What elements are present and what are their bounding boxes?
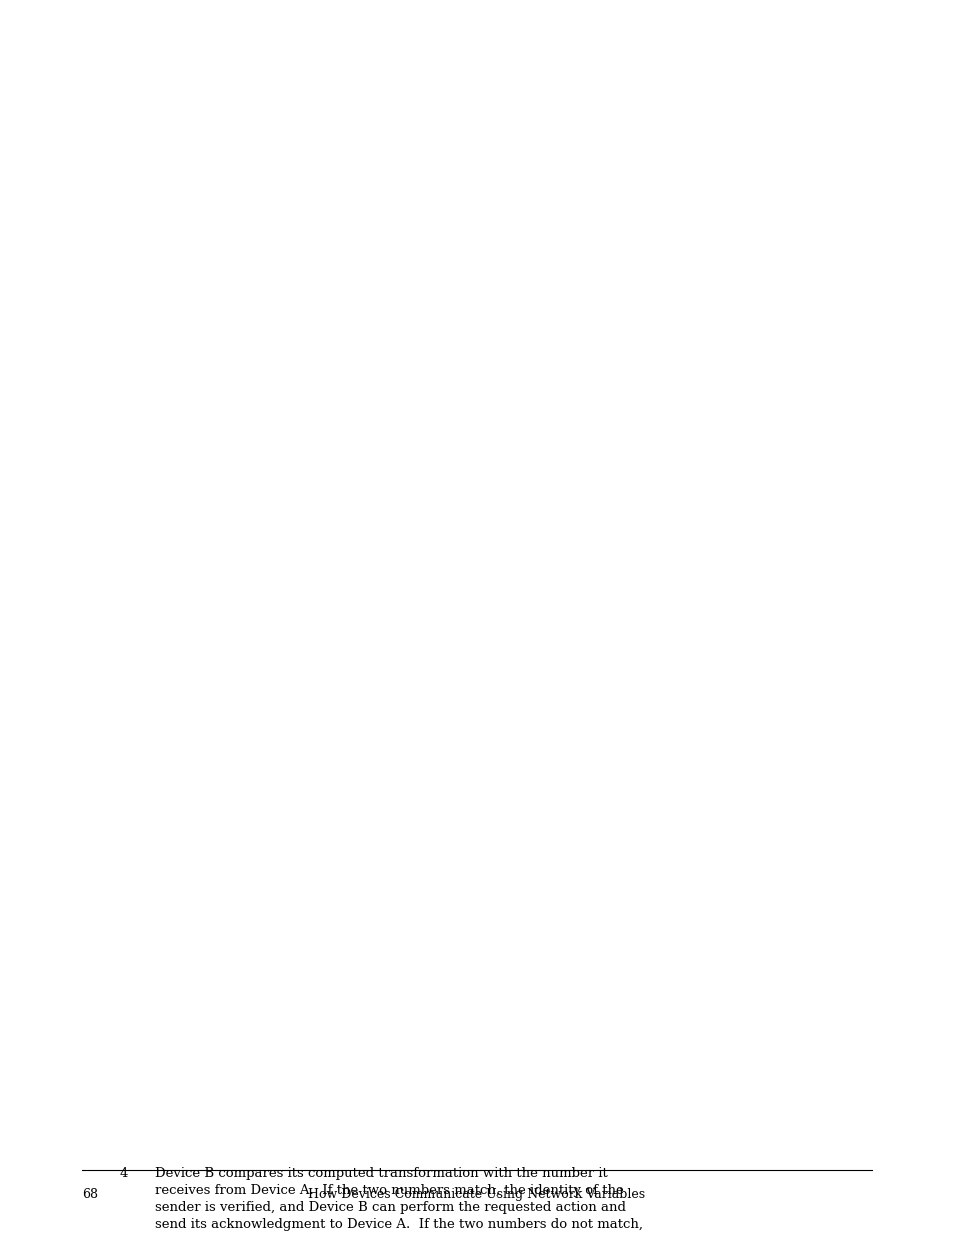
Text: 68: 68 [82,1188,98,1200]
Text: How Devices Communicate Using Network Variables: How Devices Communicate Using Network Va… [308,1188,645,1200]
Text: 4: 4 [120,1167,129,1179]
Text: send its acknowledgment to Device A.  If the two numbers do not match,: send its acknowledgment to Device A. If … [154,1218,642,1231]
Text: sender is verified, and Device B can perform the requested action and: sender is verified, and Device B can per… [154,1200,625,1214]
Text: Device B compares its computed transformation with the number it: Device B compares its computed transform… [154,1167,607,1179]
Text: receives from Device A.  If the two numbers match, the identity of the: receives from Device A. If the two numbe… [154,1184,623,1197]
